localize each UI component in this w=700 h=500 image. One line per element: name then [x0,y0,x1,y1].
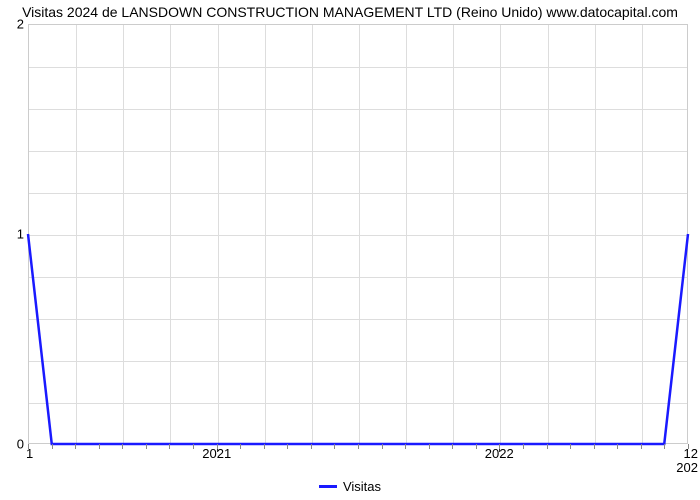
x-minor-tick [52,444,53,449]
x-minor-tick [476,444,477,449]
y-tick-label: 1 [17,227,24,242]
legend: Visitas [0,479,700,494]
x-minor-tick [617,444,618,449]
x-minor-tick [358,444,359,449]
x-minor-tick [429,444,430,449]
x-minor-tick [75,444,76,449]
x-minor-tick [452,444,453,449]
chart-container: Visitas 2024 de LANSDOWN CONSTRUCTION MA… [0,0,700,500]
x-minor-tick [405,444,406,449]
x-minor-tick [570,444,571,449]
x-minor-tick [122,444,123,449]
legend-label: Visitas [343,479,381,494]
x-axis-right-edge-label-2: 202 [676,460,698,475]
x-minor-tick [664,444,665,449]
x-minor-tick [146,444,147,449]
x-axis-right-edge-label-1: 12 [684,446,698,461]
x-minor-tick [99,444,100,449]
x-minor-tick [547,444,548,449]
legend-swatch [319,485,337,488]
x-minor-tick [499,444,500,449]
y-tick-label: 2 [17,17,24,32]
x-minor-tick [193,444,194,449]
x-minor-tick [264,444,265,449]
x-axis-left-edge-label: 1 [26,446,33,461]
x-minor-tick [311,444,312,449]
x-minor-tick [240,444,241,449]
x-minor-tick [334,444,335,449]
line-series-svg [28,24,688,444]
y-tick-label: 0 [17,437,24,452]
x-minor-tick [641,444,642,449]
x-minor-tick [594,444,595,449]
x-minor-tick [169,444,170,449]
visitas-line [28,234,688,444]
x-minor-tick [382,444,383,449]
x-minor-tick [287,444,288,449]
x-minor-tick [523,444,524,449]
chart-title: Visitas 2024 de LANSDOWN CONSTRUCTION MA… [0,4,700,20]
x-minor-tick [217,444,218,449]
